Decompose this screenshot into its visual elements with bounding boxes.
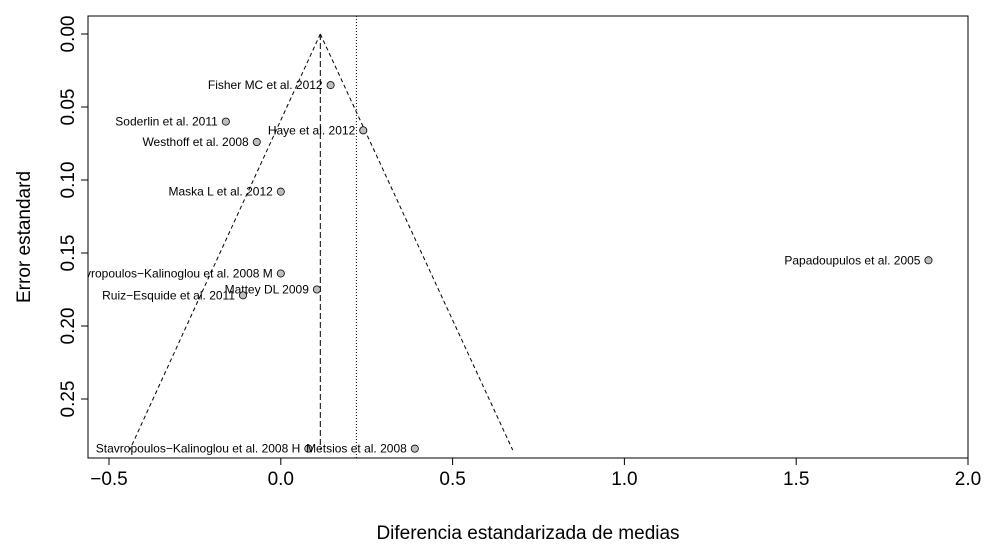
y-tick-label: 0.20 xyxy=(58,308,79,345)
funnel-right-line xyxy=(320,34,512,450)
y-tick-label: 0.15 xyxy=(58,235,79,272)
data-point-label: Haye et al. 2012 xyxy=(268,123,356,137)
y-axis-title: Error estandard xyxy=(14,171,35,303)
data-point xyxy=(925,257,932,264)
x-tick-label: 1.0 xyxy=(611,469,637,490)
x-tick-label: −0.5 xyxy=(90,469,128,490)
y-tick-label: 0.05 xyxy=(58,89,79,126)
x-tick-label: 2.0 xyxy=(955,469,981,490)
x-axis-title: Diferencia estandarizada de medias xyxy=(376,523,679,544)
data-point xyxy=(222,118,229,125)
data-point xyxy=(253,138,260,145)
data-point-label: Fisher MC et al. 2012 xyxy=(208,78,323,92)
data-point-label: Mattey DL 2009 xyxy=(225,283,310,297)
funnel-left-line xyxy=(130,34,321,450)
data-point-label: Maska L et al. 2012 xyxy=(169,185,274,199)
data-point xyxy=(239,292,246,299)
data-point-label: Westhoff et al. 2008 xyxy=(142,135,249,149)
y-tick-label: 0.25 xyxy=(58,381,79,418)
data-point-label: Stavropoulos−Kalinoglou et al. 2008 H xyxy=(96,442,300,456)
data-point-label: Metsios et al. 2008 xyxy=(306,442,407,456)
data-point xyxy=(313,286,320,293)
data-point-label: Stavropoulos−Kalinoglou et al. 2008 M xyxy=(67,266,273,280)
data-point-label: Papadoupulos et al. 2005 xyxy=(784,253,920,267)
data-point-label: Ruiz−Esquide et al. 2011 xyxy=(102,288,235,302)
x-axis: −0.5 0.0 0.5 1.0 1.5 2.0 xyxy=(90,458,981,490)
data-point xyxy=(360,127,367,134)
data-point-label: Soderlin et al. 2011 xyxy=(115,115,218,129)
data-point xyxy=(277,270,284,277)
data-point xyxy=(277,188,284,195)
y-tick-label: 0.10 xyxy=(58,162,79,199)
data-point xyxy=(327,82,334,89)
points-layer: Fisher MC et al. 2012 Soderlin et al. 201… xyxy=(67,78,932,456)
data-point xyxy=(411,445,418,452)
x-tick-label: 1.5 xyxy=(783,469,809,490)
y-axis: 0.00 0.05 0.10 0.15 0.20 0.25 xyxy=(58,16,88,418)
x-tick-label: 0.0 xyxy=(268,469,294,490)
y-tick-label: 0.00 xyxy=(58,16,79,53)
x-tick-label: 0.5 xyxy=(439,469,465,490)
